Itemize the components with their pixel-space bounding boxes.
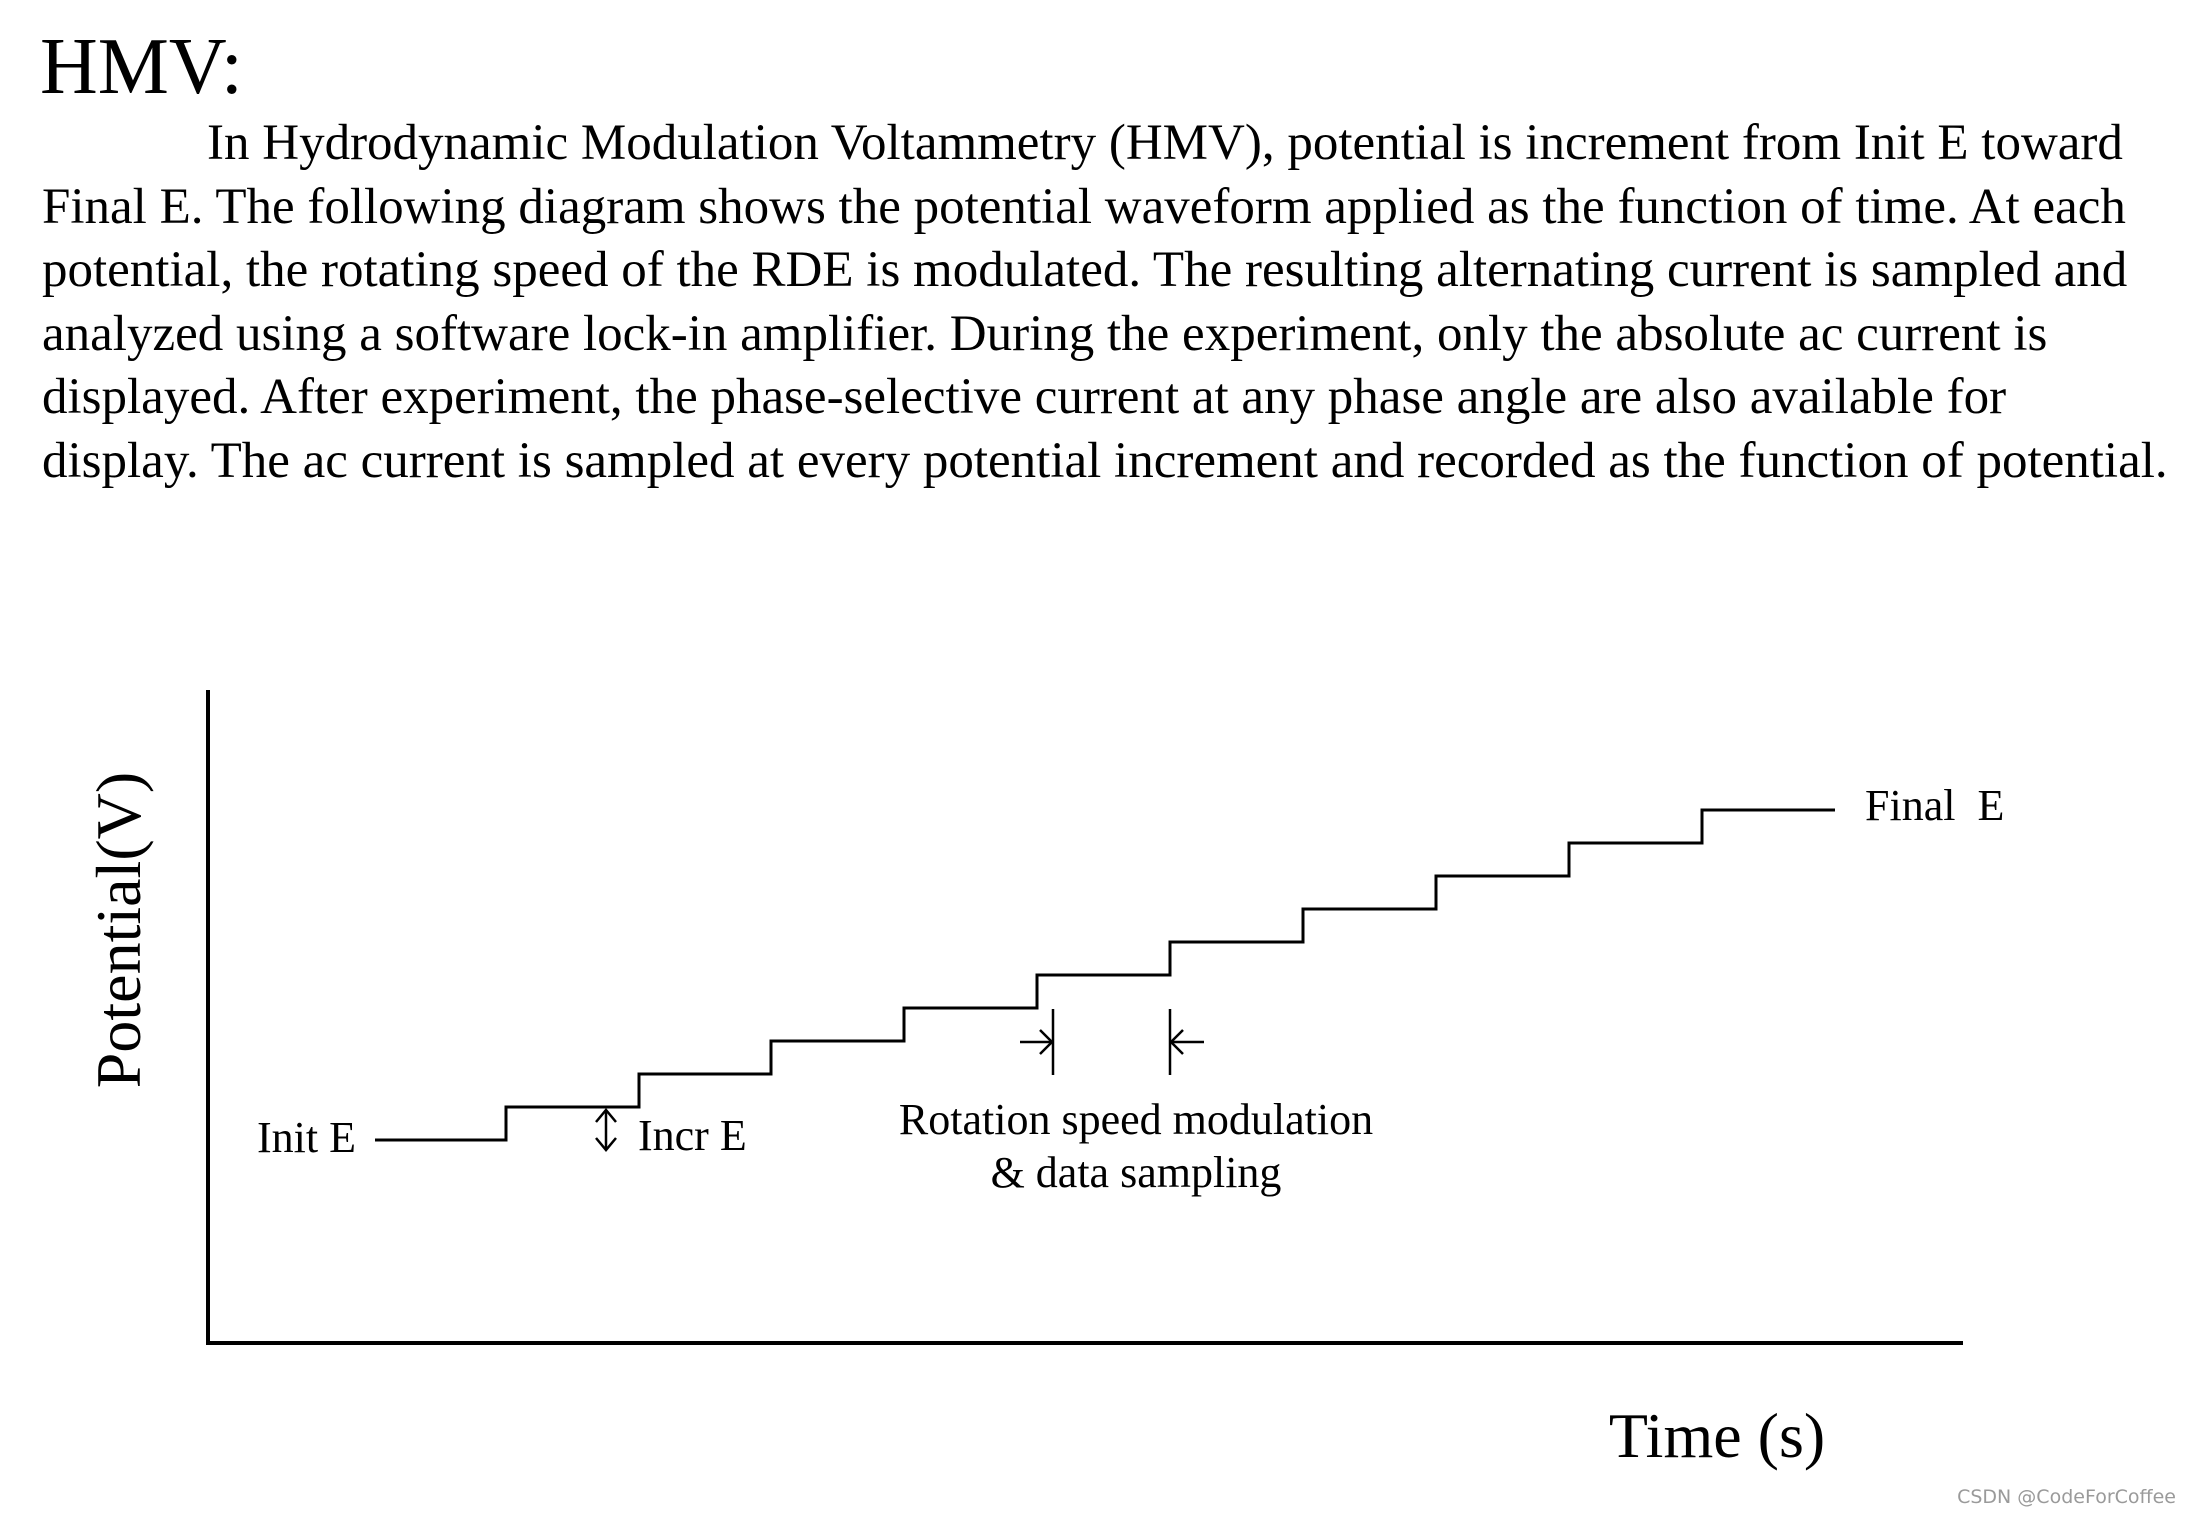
annotation-line-1: Rotation speed modulation: [899, 1095, 1373, 1144]
description-paragraph: In Hydrodynamic Modulation Voltammetry (…: [42, 115, 2168, 489]
incr-e-arrow-icon: [595, 1108, 617, 1152]
sampling-interval-left-marker: [1020, 1009, 1055, 1075]
incr-e-label: Incr E: [638, 1111, 747, 1160]
staircase-waveform: [375, 808, 1835, 1142]
sampling-interval-right-marker: [1168, 1009, 1204, 1075]
page-heading: HMV:: [40, 23, 243, 111]
x-axis-label: Time (s): [1609, 1400, 1825, 1471]
annotation-line-2: & data sampling: [991, 1148, 1282, 1197]
y-axis-label: Potential(V): [83, 772, 154, 1088]
init-e-label: Init E: [257, 1113, 356, 1162]
final-e-label: Final E: [1865, 781, 2004, 830]
watermark-text: CSDN @CodeForCoffee: [1957, 1486, 2176, 1508]
